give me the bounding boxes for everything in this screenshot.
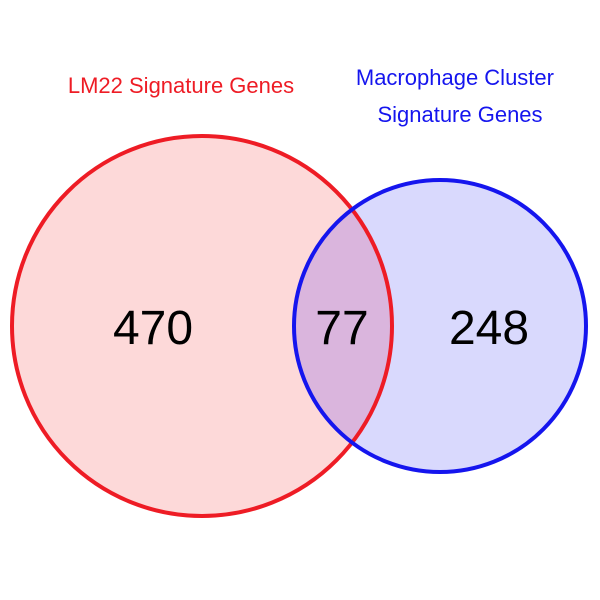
set-b-outline (292, 178, 588, 474)
set-b-only-count: 248 (449, 302, 529, 355)
set-a-outline (10, 134, 394, 518)
set-b-title-line: Signature Genes (377, 102, 542, 127)
intersection-region (294, 180, 392, 472)
set-b-title-line: Macrophage Cluster (356, 65, 554, 90)
set-a-title-line: LM22 Signature Genes (68, 73, 294, 98)
set-a-region (12, 136, 392, 516)
intersection-count: 77 (315, 302, 368, 355)
set-a-title: LM22 Signature Genes (68, 73, 294, 98)
set-b-title: Macrophage Cluster Signature Genes (356, 65, 560, 127)
set-a-only-count: 470 (113, 302, 193, 355)
